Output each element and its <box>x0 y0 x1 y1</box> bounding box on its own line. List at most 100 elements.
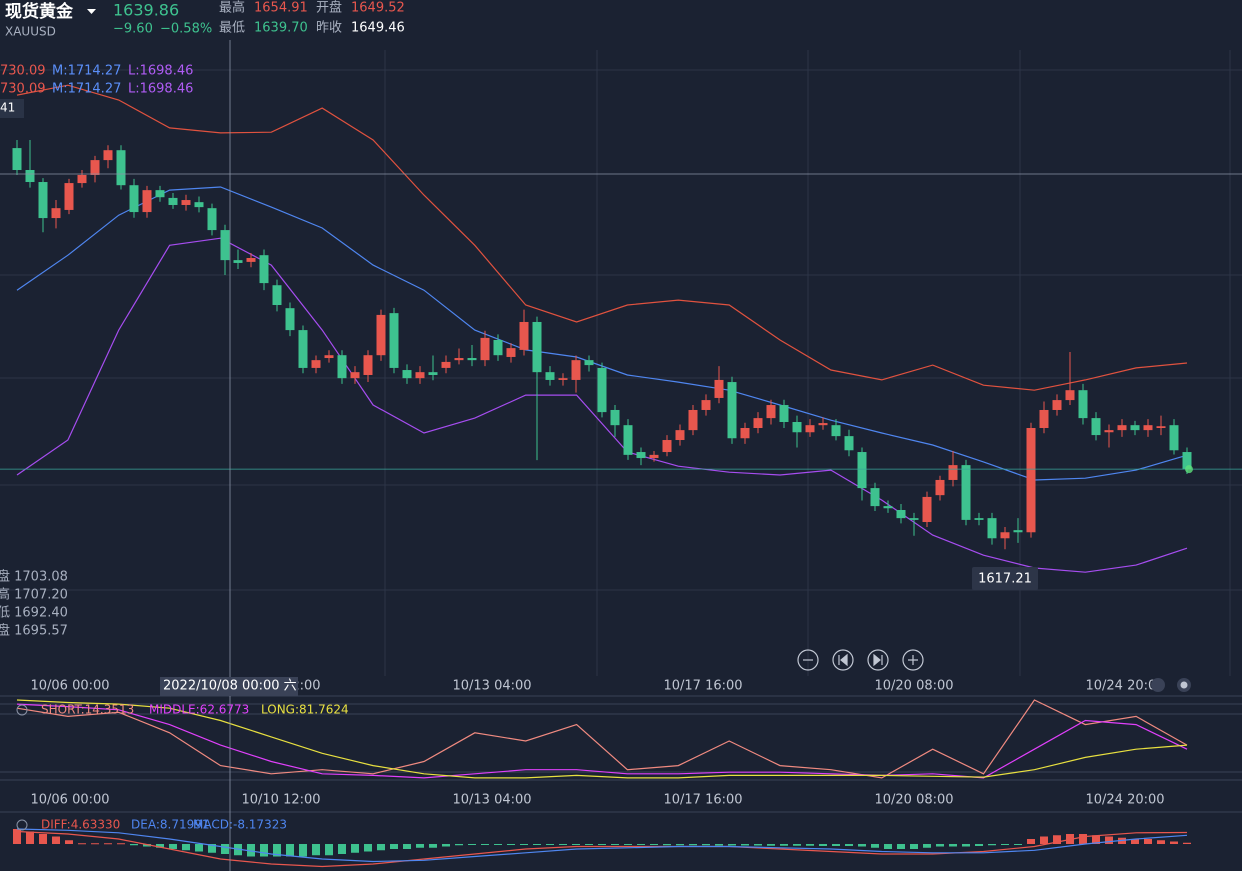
candle-body <box>168 197 178 205</box>
nav-buttons <box>797 649 924 671</box>
macd-bar <box>806 844 814 846</box>
forward-button[interactable] <box>867 649 889 671</box>
candle-body <box>1000 532 1010 539</box>
candle-body <box>844 436 854 451</box>
candle-body <box>831 425 841 437</box>
stat-value: 1639.70 <box>254 21 308 36</box>
zoom-in-button[interactable] <box>902 649 924 671</box>
x-tick-label: 10/13 04:00 <box>452 679 531 694</box>
macd-bar <box>364 844 372 852</box>
x-tick-label: 10/24 20:00 <box>1085 679 1164 694</box>
candle-body <box>532 321 542 373</box>
settings-icon[interactable] <box>16 819 28 831</box>
macd-bar <box>1027 839 1035 844</box>
last-price-dot <box>1185 465 1193 474</box>
candle-body <box>688 409 698 431</box>
macd-bar <box>559 844 567 845</box>
candle-body <box>64 183 74 210</box>
macd-bar <box>468 844 476 845</box>
candle-body <box>1078 390 1088 419</box>
candle-body <box>51 208 61 219</box>
candle-body <box>714 379 724 398</box>
candle-body <box>727 382 737 439</box>
macd-bar <box>65 840 73 844</box>
candle-body <box>818 423 828 426</box>
candle-body <box>285 308 295 331</box>
macd-bar <box>1157 840 1165 844</box>
legend-lower: L:1698.46 <box>128 64 193 79</box>
candle-body <box>129 185 139 213</box>
candle-body <box>922 496 932 523</box>
macd-bar <box>299 844 307 857</box>
crosshair-date-box <box>160 677 298 696</box>
macd-bar <box>637 844 645 845</box>
stat-label: 最高 <box>219 0 245 16</box>
candle-body <box>25 170 35 183</box>
candle-body <box>272 285 282 306</box>
candle-body <box>103 150 113 161</box>
candle-body <box>1104 430 1114 433</box>
macd-bar <box>962 844 970 847</box>
settings-icon[interactable] <box>16 704 28 716</box>
indicator-label: LONG:81.7624 <box>261 703 349 717</box>
candle-body <box>948 465 958 480</box>
candle-body <box>441 361 451 368</box>
candle-body <box>467 358 477 361</box>
candle-body <box>363 355 373 375</box>
macd-bar <box>871 844 879 848</box>
indicator-label: MIDDLE:62.6773 <box>149 703 249 717</box>
macd-line <box>16 828 1188 863</box>
candle-body <box>935 479 945 496</box>
macd-bar <box>312 844 320 856</box>
macd-bar <box>273 844 281 857</box>
rewind-button[interactable] <box>832 649 854 671</box>
macd-bar <box>832 844 840 846</box>
candle-body <box>766 405 776 419</box>
macd-bar <box>39 834 47 844</box>
icon <box>873 653 883 667</box>
macd-bar <box>208 844 216 853</box>
dropdown-arrow[interactable] <box>87 9 96 14</box>
zoom-out-button[interactable] <box>797 649 819 671</box>
macd-bar <box>546 844 554 845</box>
macd-bar <box>377 844 385 851</box>
x-tick-label: 10/13 04:00 <box>452 793 531 808</box>
stat-value: 1654.91 <box>254 1 308 16</box>
stat-value: 1649.52 <box>351 1 405 16</box>
toggle-button[interactable] <box>1151 678 1165 692</box>
macd-bar <box>13 829 21 844</box>
macd-bar <box>988 844 996 846</box>
macd-bar <box>780 844 788 846</box>
macd-bar <box>819 844 827 846</box>
macd-bar <box>936 844 944 847</box>
macd-bar <box>260 844 268 857</box>
candle-body <box>610 409 620 426</box>
macd-bar <box>286 844 294 857</box>
candle-body <box>246 258 256 262</box>
macd-bar <box>1144 839 1152 844</box>
candle-body <box>1130 425 1140 431</box>
candle-body <box>493 340 503 356</box>
indicator-line <box>16 699 1188 779</box>
candle-body <box>415 372 425 379</box>
macd-bar <box>429 844 437 848</box>
macd-bar <box>520 844 528 845</box>
candle-body <box>324 355 334 359</box>
macd-bar <box>455 844 463 846</box>
candle-body <box>12 148 22 170</box>
indicator-label: MACD:-8.17323 <box>193 818 287 832</box>
macd-bar <box>624 844 632 845</box>
macd-bar <box>1014 844 1022 845</box>
legend-mid: M:1714.27 <box>52 82 121 97</box>
macd-bar <box>585 844 593 845</box>
candle-body <box>597 367 607 413</box>
macd-bar <box>845 844 853 846</box>
indicator-label: SHORT:14.3513 <box>41 703 134 717</box>
x-tick-label: 10/17 16:00 <box>663 793 742 808</box>
candle-body <box>584 360 594 366</box>
indicator-line <box>16 703 1188 779</box>
x-tick-label: 10/17 16:00 <box>663 679 742 694</box>
macd-bar <box>754 844 762 846</box>
macd-bar <box>884 844 892 849</box>
macd-bar <box>442 844 450 847</box>
